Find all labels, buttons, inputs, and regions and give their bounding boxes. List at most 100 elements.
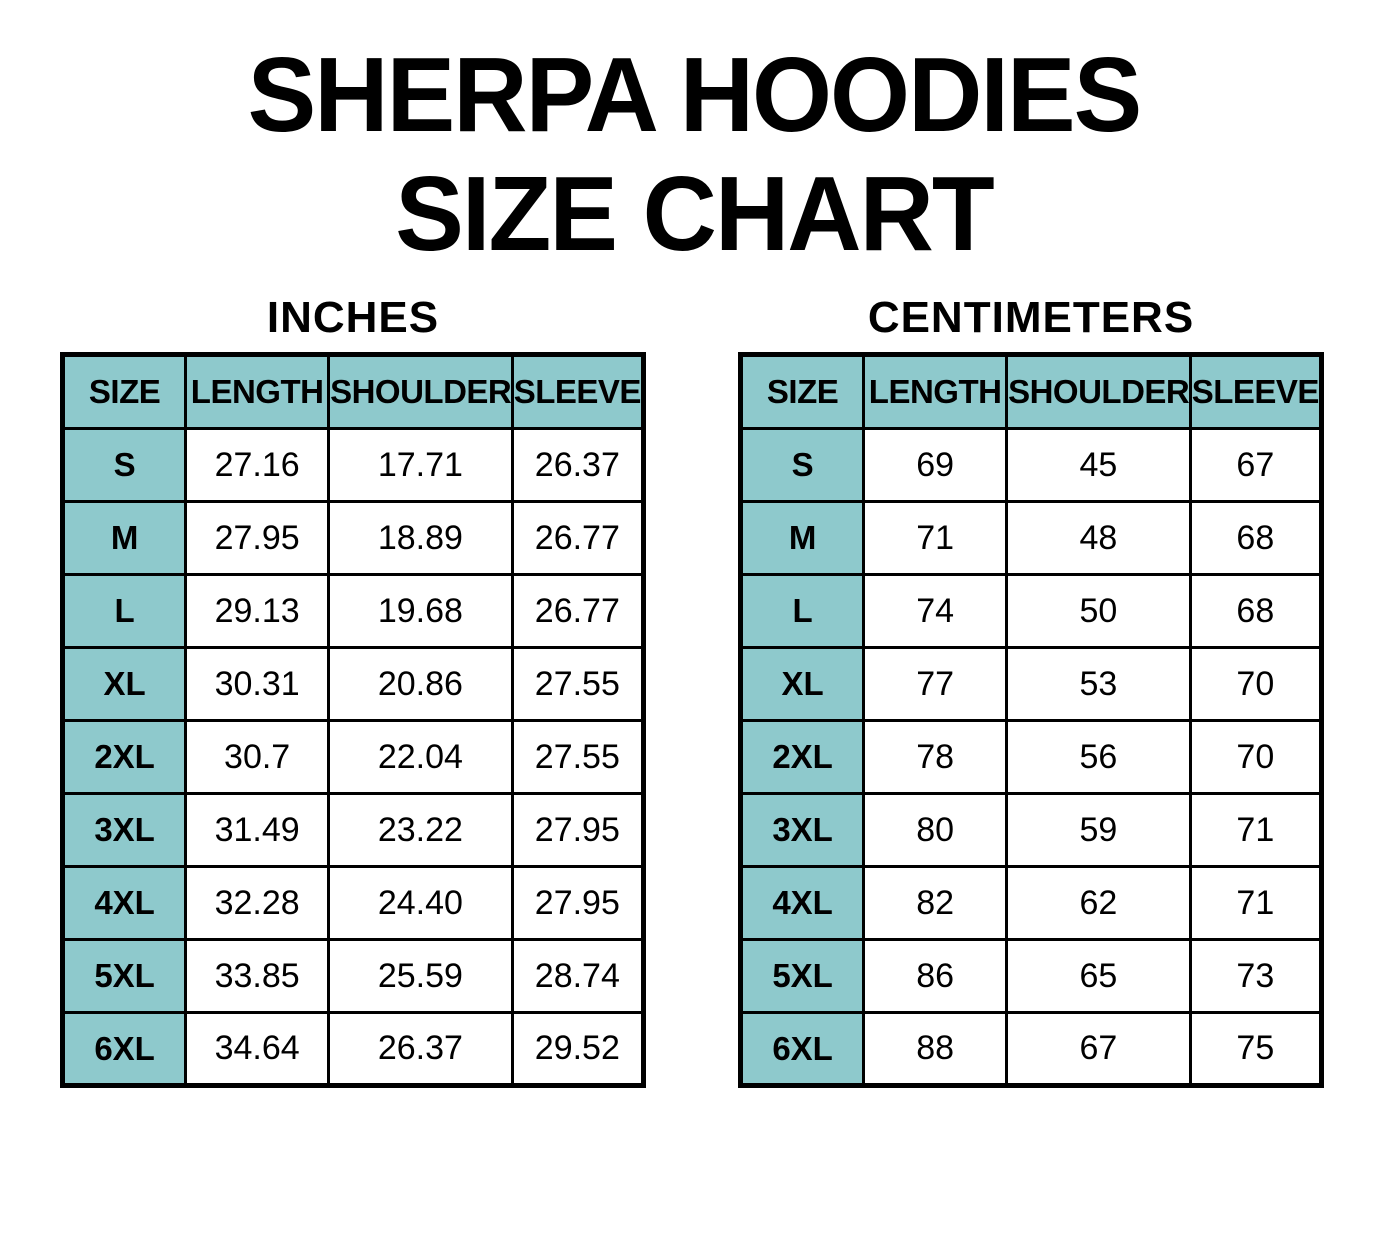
size-label-cell: S bbox=[738, 427, 866, 504]
table-row: M 71 48 68 bbox=[738, 500, 1324, 577]
table-row: XL 30.31 20.86 27.55 bbox=[60, 646, 646, 723]
table-row: 2XL 78 56 70 bbox=[738, 719, 1324, 796]
measurement-cell: 80 bbox=[862, 792, 1009, 869]
measurement-cell: 26.77 bbox=[510, 573, 646, 650]
size-label-cell: XL bbox=[738, 646, 866, 723]
table-row: 6XL 88 67 75 bbox=[738, 1011, 1324, 1088]
measurement-cell: 26.37 bbox=[510, 427, 646, 504]
measurement-cell: 26.77 bbox=[510, 500, 646, 577]
header-row: SIZE LENGTH SHOULDER SLEEVE bbox=[738, 353, 1324, 431]
size-label-cell: 5XL bbox=[60, 938, 188, 1015]
table-row: S 69 45 67 bbox=[738, 427, 1324, 504]
measurement-cell: 67 bbox=[1188, 427, 1324, 504]
column-header-size: SIZE bbox=[60, 353, 188, 431]
measurement-cell: 67 bbox=[1005, 1011, 1192, 1088]
measurement-cell: 20.86 bbox=[327, 646, 514, 723]
measurement-cell: 82 bbox=[862, 865, 1009, 942]
size-label-cell: 5XL bbox=[738, 938, 866, 1015]
measurement-cell: 27.95 bbox=[510, 792, 646, 869]
size-label-cell: 4XL bbox=[738, 865, 866, 942]
page-title-line2: SIZE CHART bbox=[395, 154, 994, 273]
size-label-cell: 6XL bbox=[738, 1011, 866, 1088]
table-row: 3XL 31.49 23.22 27.95 bbox=[60, 792, 646, 869]
measurement-cell: 56 bbox=[1005, 719, 1192, 796]
table-row: 5XL 33.85 25.59 28.74 bbox=[60, 938, 646, 1015]
measurement-cell: 53 bbox=[1005, 646, 1192, 723]
table-row: XL 77 53 70 bbox=[738, 646, 1324, 723]
centimeters-panel: CENTIMETERS SIZE LENGTH SHOULDER SLEEVE S 69… bbox=[738, 293, 1324, 1089]
column-header-shoulder: SHOULDER bbox=[1005, 353, 1192, 431]
measurement-cell: 78 bbox=[862, 719, 1009, 796]
measurement-cell: 27.55 bbox=[510, 646, 646, 723]
size-label-cell: M bbox=[738, 500, 866, 577]
measurement-cell: 70 bbox=[1188, 719, 1324, 796]
measurement-cell: 65 bbox=[1005, 938, 1192, 1015]
size-label-cell: 2XL bbox=[738, 719, 866, 796]
size-label-cell: 4XL bbox=[60, 865, 188, 942]
tables-row: INCHES SIZE LENGTH SHOULDER SLEEVE S 27.16 17… bbox=[0, 293, 1388, 1089]
size-label-cell: 3XL bbox=[60, 792, 188, 869]
measurement-cell: 69 bbox=[862, 427, 1009, 504]
measurement-cell: 71 bbox=[862, 500, 1009, 577]
size-label-cell: M bbox=[60, 500, 188, 577]
column-header-length: LENGTH bbox=[184, 353, 331, 431]
measurement-cell: 48 bbox=[1005, 500, 1192, 577]
measurement-cell: 19.68 bbox=[327, 573, 514, 650]
measurement-cell: 27.95 bbox=[510, 865, 646, 942]
size-label-cell: XL bbox=[60, 646, 188, 723]
table-row: 4XL 82 62 71 bbox=[738, 865, 1324, 942]
size-label-cell: L bbox=[738, 573, 866, 650]
column-header-size: SIZE bbox=[738, 353, 866, 431]
size-label-cell: S bbox=[60, 427, 188, 504]
measurement-cell: 25.59 bbox=[327, 938, 514, 1015]
measurement-cell: 27.16 bbox=[184, 427, 331, 504]
inches-table: SIZE LENGTH SHOULDER SLEEVE S 27.16 17.71 26.3… bbox=[60, 352, 646, 1089]
measurement-cell: 75 bbox=[1188, 1011, 1324, 1088]
measurement-cell: 70 bbox=[1188, 646, 1324, 723]
page-title: SHERPA HOODIES SIZE CHART bbox=[0, 36, 1388, 273]
column-header-shoulder: SHOULDER bbox=[327, 353, 514, 431]
measurement-cell: 27.95 bbox=[184, 500, 331, 577]
measurement-cell: 68 bbox=[1188, 500, 1324, 577]
table-row: M 27.95 18.89 26.77 bbox=[60, 500, 646, 577]
size-label-cell: 6XL bbox=[60, 1011, 188, 1088]
measurement-cell: 45 bbox=[1005, 427, 1192, 504]
header-row: SIZE LENGTH SHOULDER SLEEVE bbox=[60, 353, 646, 431]
measurement-cell: 88 bbox=[862, 1011, 1009, 1088]
table-row: L 74 50 68 bbox=[738, 573, 1324, 650]
measurement-cell: 86 bbox=[862, 938, 1009, 1015]
measurement-cell: 28.74 bbox=[510, 938, 646, 1015]
size-chart-page: SHERPA HOODIES SIZE CHART INCHES SIZE LEN… bbox=[0, 36, 1388, 1236]
measurement-cell: 24.40 bbox=[327, 865, 514, 942]
page-title-line1: SHERPA HOODIES bbox=[247, 36, 1143, 154]
table-row: L 29.13 19.68 26.77 bbox=[60, 573, 646, 650]
measurement-cell: 77 bbox=[862, 646, 1009, 723]
measurement-cell: 33.85 bbox=[184, 938, 331, 1015]
column-header-sleeve: SLEEVE bbox=[510, 353, 646, 431]
size-label-cell: L bbox=[60, 573, 188, 650]
table-row: S 27.16 17.71 26.37 bbox=[60, 427, 646, 504]
inches-panel: INCHES SIZE LENGTH SHOULDER SLEEVE S 27.16 17… bbox=[60, 293, 646, 1089]
measurement-cell: 62 bbox=[1005, 865, 1192, 942]
centimeters-label: CENTIMETERS bbox=[867, 293, 1195, 343]
measurement-cell: 30.31 bbox=[184, 646, 331, 723]
column-header-length: LENGTH bbox=[862, 353, 1009, 431]
table-row: 3XL 80 59 71 bbox=[738, 792, 1324, 869]
measurement-cell: 26.37 bbox=[327, 1011, 514, 1088]
table-row: 2XL 30.7 22.04 27.55 bbox=[60, 719, 646, 796]
measurement-cell: 71 bbox=[1188, 792, 1324, 869]
table-row: 6XL 34.64 26.37 29.52 bbox=[60, 1011, 646, 1088]
measurement-cell: 29.52 bbox=[510, 1011, 646, 1088]
measurement-cell: 74 bbox=[862, 573, 1009, 650]
measurement-cell: 31.49 bbox=[184, 792, 331, 869]
measurement-cell: 30.7 bbox=[184, 719, 331, 796]
measurement-cell: 73 bbox=[1188, 938, 1324, 1015]
measurement-cell: 18.89 bbox=[327, 500, 514, 577]
measurement-cell: 34.64 bbox=[184, 1011, 331, 1088]
measurement-cell: 29.13 bbox=[184, 573, 331, 650]
column-header-sleeve: SLEEVE bbox=[1188, 353, 1324, 431]
size-label-cell: 2XL bbox=[60, 719, 188, 796]
measurement-cell: 50 bbox=[1005, 573, 1192, 650]
measurement-cell: 71 bbox=[1188, 865, 1324, 942]
measurement-cell: 27.55 bbox=[510, 719, 646, 796]
